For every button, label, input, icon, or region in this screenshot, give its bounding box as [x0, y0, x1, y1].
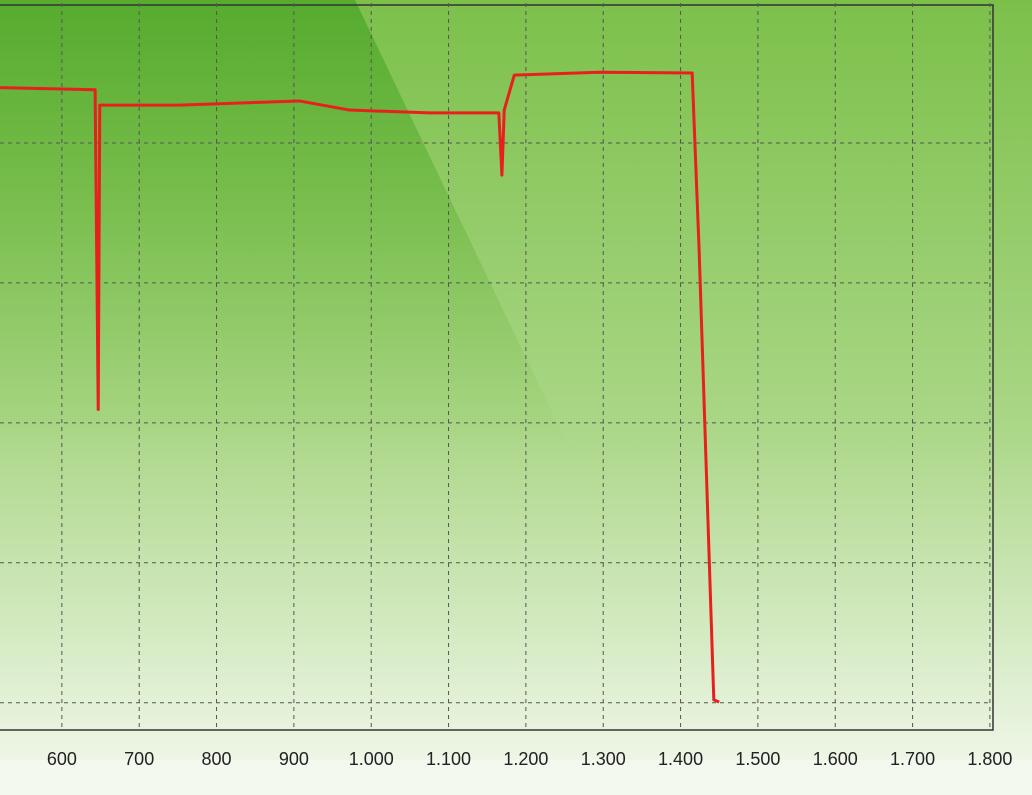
x-tick-label: 600	[47, 749, 77, 769]
x-tick-label: 700	[124, 749, 154, 769]
marks	[0, 70, 720, 704]
x-tick-label: 1.300	[581, 749, 626, 769]
x-tick-label: 1.400	[658, 749, 703, 769]
x-tick-label: 1.200	[503, 749, 548, 769]
x-tick-label: 1.500	[735, 749, 780, 769]
x-tick-label: 1.700	[890, 749, 935, 769]
x-tick-label: 1.800	[967, 749, 1012, 769]
grid: 5006007008009001.0001.1001.2001.3001.400…	[0, 3, 1012, 769]
x-tick-label: 1.000	[349, 749, 394, 769]
x-tick-label: 800	[202, 749, 232, 769]
shade	[0, 0, 570, 450]
x-tick-label: 1.600	[813, 749, 858, 769]
plot-frame	[0, 4, 994, 731]
x-tick-label: 900	[279, 749, 309, 769]
data-line	[0, 70, 720, 704]
x-tick-label: 1.100	[426, 749, 471, 769]
